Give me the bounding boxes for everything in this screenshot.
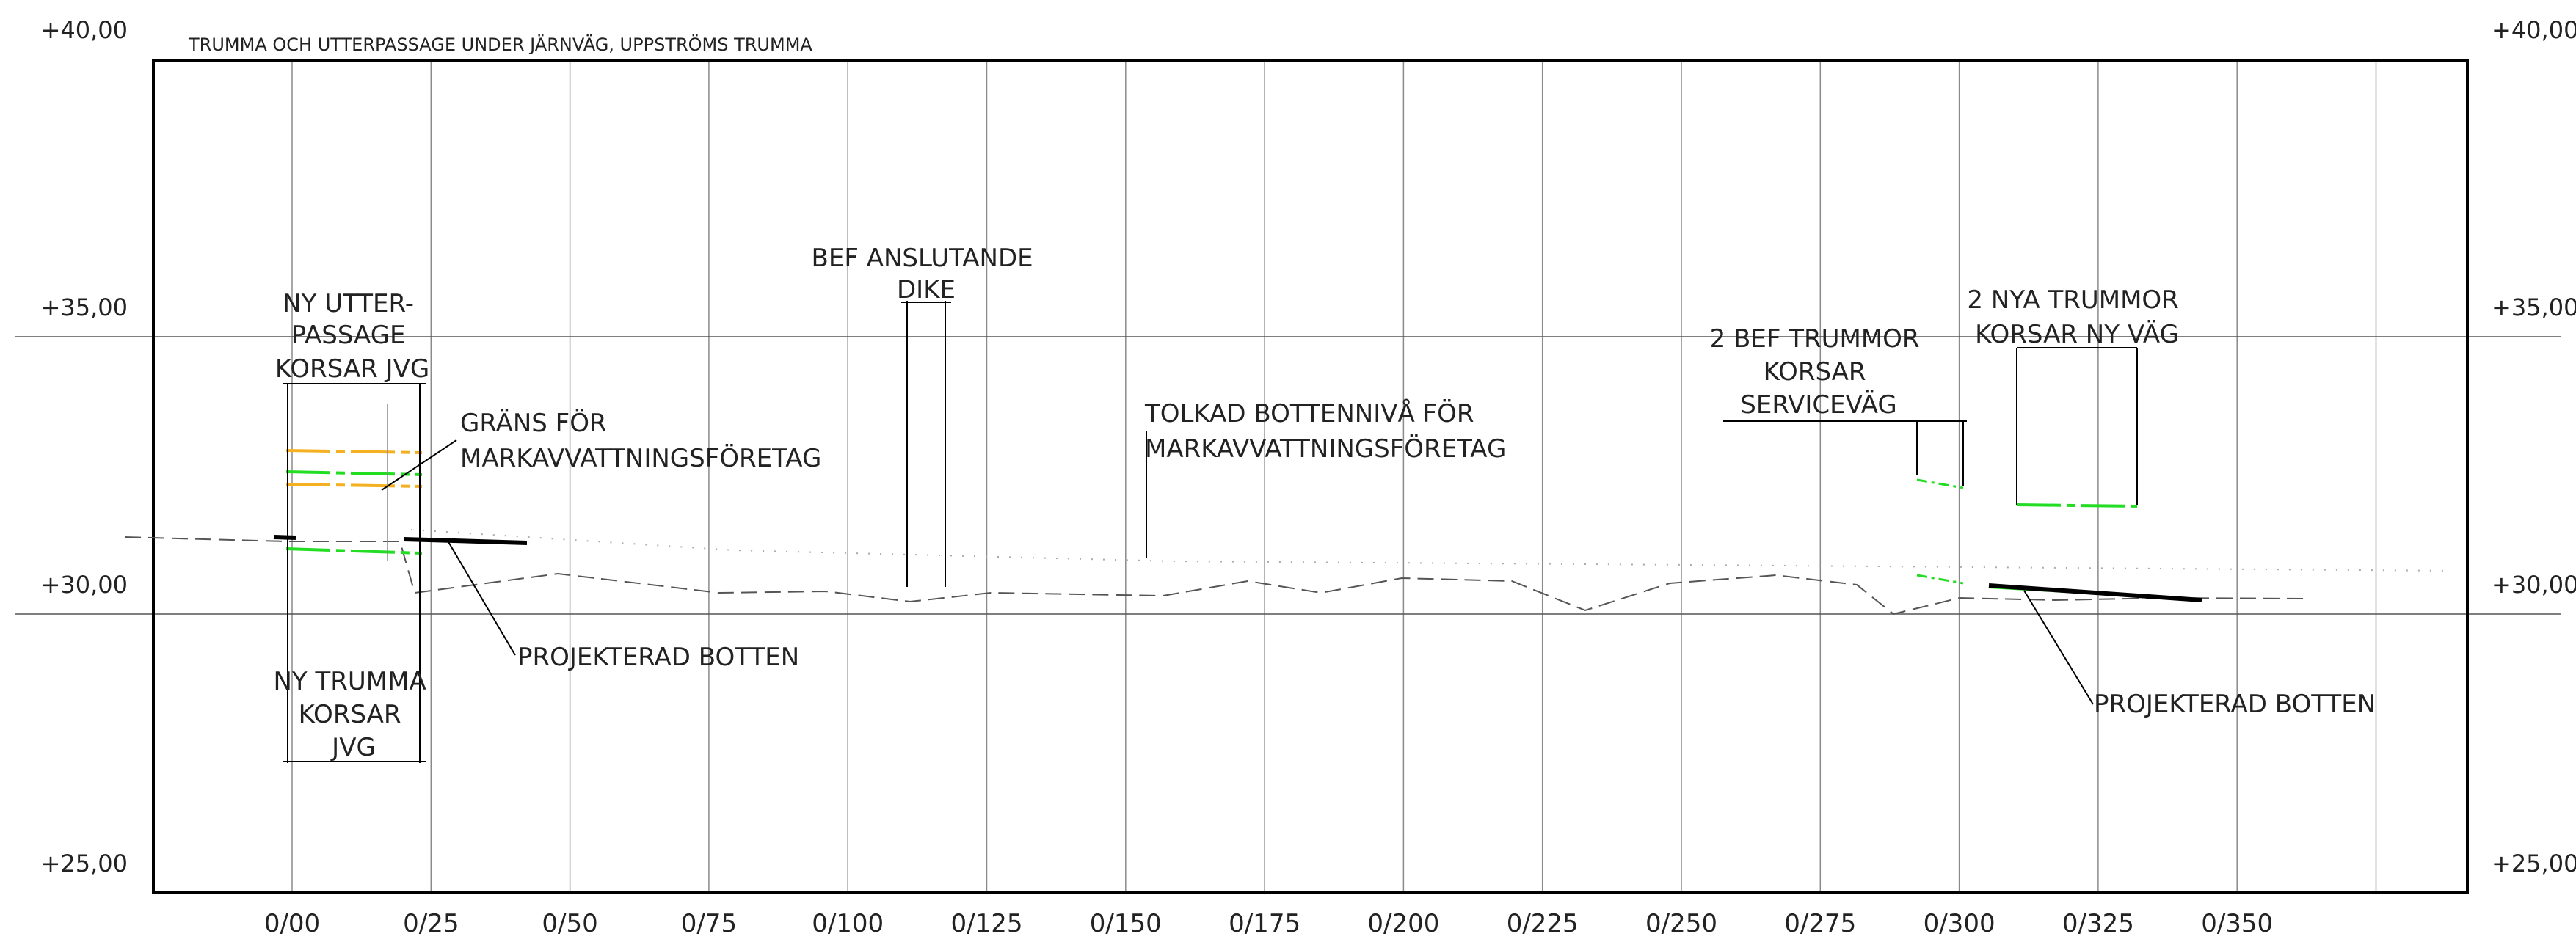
green-line [1916, 478, 1964, 489]
green-line [1916, 574, 1964, 585]
chainage-label: 0/225 [1507, 909, 1579, 938]
leader-line [447, 540, 516, 656]
elevation-labels-right: +40,00 +35,00 +30,00 +25,00 [2492, 16, 2576, 877]
label-projekterad-botten-left: PROJEKTERAD BOTTEN [517, 643, 799, 672]
orange-line [285, 483, 423, 488]
label-line: TOLKAD BOTTENNIVÅ FÖR [1144, 398, 1474, 428]
elevation-labels-left: +40,00 +35,00 +30,00 +25,00 [41, 16, 128, 877]
utterpassage-section [273, 383, 528, 763]
label-line: DIKE [897, 275, 956, 304]
chainage-label: 0/25 [403, 909, 459, 938]
label-line: MARKAVVATTNINGSFÖRETAG [1145, 434, 1506, 464]
chainage-label: 0/125 [951, 909, 1023, 938]
chainage-grid [291, 61, 2377, 892]
elevation-label: +35,00 [2492, 293, 2576, 321]
orange-line [285, 449, 423, 454]
label-line: 2 BEF TRUMMOR [1710, 324, 1920, 354]
chainage-label: 0/250 [1645, 909, 1717, 938]
chainage-label: 0/275 [1784, 909, 1856, 938]
label-line: NY TRUMMA [273, 667, 426, 696]
elevation-lines [15, 336, 2561, 615]
chainage-label: 0/200 [1367, 909, 1439, 938]
befintliga-trummor [1723, 420, 1967, 585]
label-line: NY UTTER- [283, 289, 414, 318]
nya-trummor [1988, 347, 2202, 705]
projected-bottom [403, 537, 528, 545]
chainage-label: 0/75 [681, 909, 737, 938]
label-tolkad-bottenniva: TOLKAD BOTTENNIVÅ FÖR MARKAVVATTNINGSFÖR… [1144, 398, 1506, 464]
elevation-label: +35,00 [41, 293, 128, 321]
label-nya-trummor: 2 NYA TRUMMOR KORSAR NY VÄG [1967, 285, 2186, 349]
label-line: MARKAVVATTNINGSFÖRETAG [460, 443, 821, 473]
projected-bottom [273, 535, 296, 540]
leader-line [2023, 590, 2094, 705]
label-line: SERVICEVÄG [1740, 390, 1896, 420]
label-line: JVG [330, 733, 376, 762]
elevation-label: +25,00 [2492, 850, 2576, 877]
label-line: KORSAR [1764, 357, 1866, 387]
chainage-label: 0/300 [1924, 909, 1995, 938]
existing-ground-line [124, 536, 2305, 616]
green-line [2016, 503, 2138, 508]
green-line [285, 547, 423, 555]
chainage-label: 0/150 [1090, 909, 1162, 938]
label-line: BEF ANSLUTANDE [812, 244, 1033, 273]
drawing-frame [152, 59, 2469, 894]
label-line: PASSAGE [291, 321, 406, 350]
leader-line [381, 439, 457, 491]
chainage-label: 0/100 [812, 909, 884, 938]
chainage-label: 0/325 [2062, 909, 2134, 938]
elevation-label: +30,00 [41, 571, 128, 599]
label-line: KORSAR JVG [275, 354, 429, 384]
label-ny-trumma: NY TRUMMA KORSAR JVG [273, 667, 434, 762]
label-ny-utterpassage: NY UTTER- PASSAGE KORSAR JVG [275, 289, 429, 384]
chainage-label: 0/00 [264, 909, 320, 938]
anslutande-dike [901, 301, 951, 587]
label-bef-anslutande-dike: BEF ANSLUTANDE DIKE [812, 244, 1041, 304]
green-line [285, 470, 423, 476]
label-bef-trummor: 2 BEF TRUMMOR KORSAR SERVICEVÄG [1710, 324, 1928, 420]
chainage-label: 0/50 [542, 909, 597, 938]
projected-bottom [1988, 583, 2202, 602]
label-projekterad-botten-right: PROJEKTERAD BOTTEN [2094, 690, 2376, 719]
label-line: KORSAR [299, 700, 401, 729]
chainage-label: 0/175 [1229, 909, 1300, 938]
reference-dotted-line [410, 529, 2452, 572]
label-line: GRÄNS FÖR [460, 408, 607, 438]
label-grans: GRÄNS FÖR MARKAVVATTNINGSFÖRETAG [460, 408, 821, 473]
chainage-labels: 0/00 0/25 0/50 0/75 0/100 0/125 0/150 0/175 0/20… [264, 909, 2273, 938]
chainage-label: 0/350 [2201, 909, 2273, 938]
drawing-title: TRUMMA OCH UTTERPASSAGE UNDER JÄRNVÄG, U… [188, 34, 812, 55]
elevation-label: +40,00 [41, 16, 128, 44]
label-line: 2 NYA TRUMMOR [1967, 285, 2178, 315]
elevation-label: +25,00 [41, 850, 128, 877]
label-line: KORSAR NY VÄG [1975, 320, 2179, 349]
elevation-label: +40,00 [2492, 16, 2576, 44]
elevation-label: +30,00 [2492, 571, 2576, 599]
